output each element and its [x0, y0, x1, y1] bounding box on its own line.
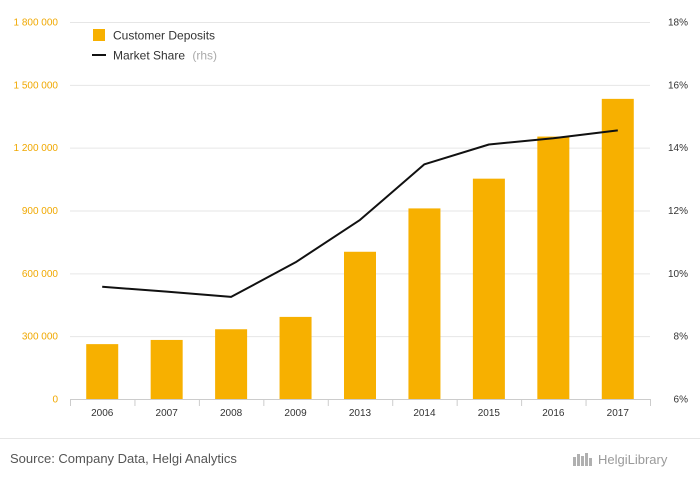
bar	[601, 98, 634, 399]
footer-divider	[0, 438, 700, 439]
left-tick-label: 900 000	[22, 206, 59, 217]
left-tick-label: 300 000	[22, 332, 59, 343]
library-icon	[573, 453, 592, 466]
legend-label-market-share[interactable]: Market Share (rhs)	[113, 49, 217, 63]
right-tick-label: 14%	[668, 143, 688, 154]
left-tick-label: 1 800 000	[14, 18, 59, 29]
left-axis-ticks: 0 300 000 600 000 900 000 1 200 000 1 500 000…	[14, 18, 59, 406]
legend-label-rhs: (rhs)	[192, 49, 217, 63]
market-share-polyline	[102, 129, 618, 298]
bar	[150, 339, 183, 399]
market-share-line	[102, 129, 618, 298]
x-tick-label: 2009	[284, 408, 307, 419]
left-tick-label: 1 500 000	[14, 80, 59, 91]
x-tick-label: 2014	[413, 408, 436, 419]
source-note: Source: Company Data, Helgi Analytics	[10, 451, 237, 466]
x-tick-label: 2015	[478, 408, 501, 419]
right-tick-label: 6%	[674, 395, 689, 406]
brand-name: HelgiLibrary	[598, 451, 668, 467]
right-tick-label: 8%	[674, 332, 689, 343]
x-tick-label: 2017	[607, 408, 630, 419]
bar	[215, 329, 248, 399]
right-tick-label: 10%	[668, 269, 688, 280]
legend-label-market-share-name: Market Share	[113, 49, 185, 63]
right-tick-label: 18%	[668, 18, 688, 29]
bar	[537, 136, 570, 400]
left-tick-label: 1 200 000	[14, 143, 59, 154]
combo-chart: 0 300 000 600 000 900 000 1 200 000 1 500 000…	[14, 18, 689, 420]
x-tick-label: 2013	[349, 408, 372, 419]
bars	[86, 98, 634, 400]
brand-logo[interactable]: HelgiLibrary	[572, 451, 667, 467]
x-tick-label: 2016	[542, 408, 565, 419]
x-tick-label: 2007	[156, 408, 179, 419]
bar	[86, 344, 119, 399]
bar	[472, 178, 505, 399]
bar	[344, 251, 376, 399]
bar	[408, 208, 441, 399]
left-tick-label: 0	[52, 395, 58, 406]
legend: Customer Deposits Market Share (rhs)	[92, 29, 217, 63]
right-tick-label: 12%	[668, 206, 688, 217]
left-tick-label: 600 000	[22, 269, 59, 280]
x-axis: 2006 2007 2008 2009 2013 2014 2015 2016 2017	[70, 399, 651, 419]
right-tick-label: 16%	[668, 80, 688, 91]
x-tick-label: 2008	[220, 408, 243, 419]
x-tick-label: 2006	[91, 408, 114, 419]
legend-label-customer-deposits: Customer Deposits	[113, 29, 215, 43]
legend-swatch-customer-deposits	[93, 29, 105, 41]
right-axis-ticks: 6% 8% 10% 12% 14% 16% 18%	[668, 18, 688, 406]
bar	[279, 316, 312, 399]
